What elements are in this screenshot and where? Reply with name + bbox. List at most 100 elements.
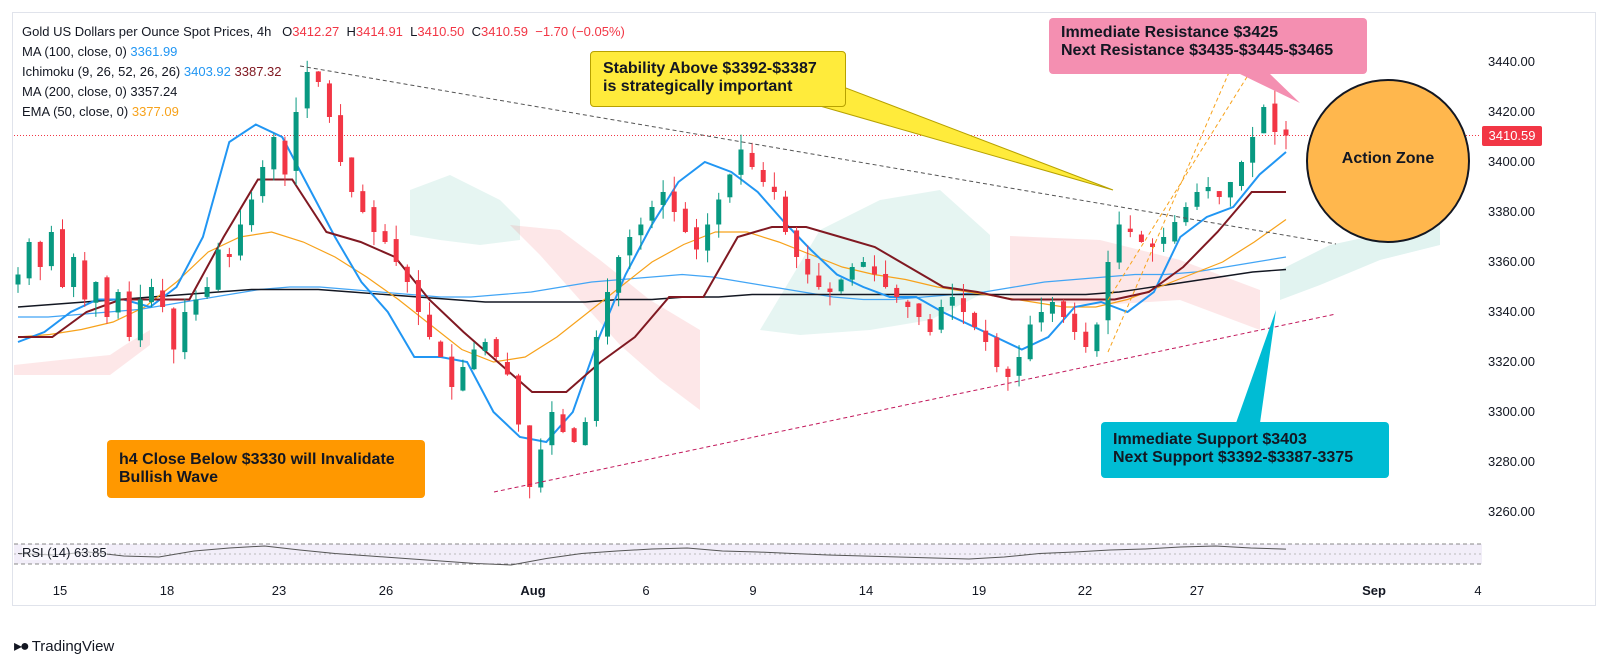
candle-body <box>449 356 455 387</box>
indicator-ema50[interactable]: EMA (50, close, 0) 3377.09 <box>22 102 625 122</box>
candle-body <box>983 330 989 342</box>
candle-body <box>1116 224 1122 263</box>
candle-body <box>115 292 121 313</box>
chart-frame[interactable] <box>12 12 1596 606</box>
candle-body <box>838 279 844 292</box>
candle-body <box>1150 243 1156 247</box>
cloud-band <box>1010 236 1260 330</box>
ma100-line <box>18 256 1287 318</box>
candle-body <box>438 341 444 357</box>
price-tick-label: 3420.00 <box>1488 104 1535 119</box>
candle-body <box>960 298 966 312</box>
candle-body <box>393 239 399 262</box>
low-label: L <box>410 24 418 39</box>
candle-body <box>1049 302 1055 314</box>
candle-body <box>1183 207 1189 223</box>
rsi-legend: RSI (14) 63.85 <box>22 545 107 560</box>
candle-body <box>1138 234 1144 242</box>
price-tick-label: 3280.00 <box>1488 454 1535 469</box>
price-tick-label: 3300.00 <box>1488 404 1535 419</box>
candle-body <box>482 342 488 351</box>
candle-body <box>182 312 188 353</box>
cloud-band <box>1280 175 1440 300</box>
invalidate-callout: h4 Close Below $3330 will Invalidate Bul… <box>107 440 425 498</box>
candle-body <box>349 157 355 192</box>
candle-body <box>1038 312 1044 323</box>
stability-line1: Stability Above $3392-$3387 <box>603 60 817 77</box>
high-label: H <box>346 24 356 39</box>
support-callout-tail <box>1236 310 1276 423</box>
candle-body <box>549 412 555 446</box>
indicator-ma200[interactable]: MA (200, close, 0) 3357.24 <box>22 82 625 102</box>
candle-body <box>560 414 566 432</box>
cloud-band <box>510 225 700 410</box>
candle-body <box>849 267 855 280</box>
tv-mark-icon: ▸● <box>14 638 30 655</box>
time-tick-label: 27 <box>1190 583 1204 598</box>
candle-body <box>516 375 522 425</box>
ichimoku-label: Ichimoku (9, 26, 52, 26, 26) <box>22 64 181 79</box>
price-tick-label: 3380.00 <box>1488 204 1535 219</box>
candle-body <box>1127 228 1133 232</box>
candle-body <box>816 275 822 287</box>
open-value: 3412.27 <box>292 24 340 39</box>
ascending-trendline <box>493 313 1337 493</box>
change-value: −1.70 (−0.05%) <box>535 24 625 39</box>
candle-body <box>1161 237 1167 244</box>
candle-body <box>1283 129 1289 136</box>
candle-body <box>1194 192 1200 207</box>
candle-body <box>293 112 299 171</box>
kijun-line <box>18 178 1286 393</box>
support-line1: Immediate Support $3403 <box>1113 431 1307 448</box>
candle-body <box>972 312 978 327</box>
time-tick-label: 4 <box>1474 583 1481 598</box>
time-tick-label: Sep <box>1362 583 1386 598</box>
candle-body <box>827 288 833 292</box>
candle-body <box>493 339 499 357</box>
candle-body <box>460 367 466 391</box>
candle-body <box>627 237 633 256</box>
time-tick-label: 19 <box>972 583 986 598</box>
candle-body <box>326 83 332 117</box>
candle-body <box>660 192 666 205</box>
ma200-line <box>17 268 1287 308</box>
candle-body <box>1172 222 1178 242</box>
candle-body <box>82 260 88 300</box>
candles <box>15 60 1289 499</box>
rsi-value: 63.85 <box>74 545 107 560</box>
open-label: O <box>282 24 293 39</box>
indicator-ma100[interactable]: MA (100, close, 0) 3361.99 <box>22 42 625 62</box>
indicator-ichimoku[interactable]: Ichimoku (9, 26, 52, 26, 26) 3403.92 338… <box>22 62 625 82</box>
stability-callout: Stability Above $3392-$3387 is strategic… <box>590 51 846 107</box>
candle-body <box>215 249 221 290</box>
candle-body <box>716 199 722 225</box>
ichimoku-value: 3403.92 <box>183 64 231 79</box>
candle-body <box>938 307 944 330</box>
ichimoku-value2: 3387.32 <box>234 64 282 79</box>
ema50-value: 3377.09 <box>131 104 179 119</box>
tradingview-logo[interactable]: ▸● TradingView <box>14 636 114 656</box>
action-zone-label: Action Zone <box>1341 150 1435 167</box>
cloud-band <box>410 175 520 245</box>
candle-body <box>360 191 366 212</box>
candle-body <box>260 167 266 197</box>
time-tick-label: 15 <box>53 583 67 598</box>
candle-body <box>59 229 65 287</box>
resistance-line2: Next Resistance $3435-$3445-$3465 <box>1061 42 1334 59</box>
symbol-title[interactable]: Gold US Dollars per Ounce Spot Prices <box>22 24 250 39</box>
candle-body <box>1261 107 1267 134</box>
time-tick-label: 6 <box>642 583 649 598</box>
channel-line-lower <box>1107 69 1231 353</box>
candle-body <box>427 314 433 337</box>
time-tick-label: 22 <box>1078 583 1092 598</box>
candle-body <box>504 361 510 375</box>
candle-body <box>705 224 711 251</box>
candle-body <box>1016 357 1022 376</box>
chart-legend: Gold US Dollars per Ounce Spot Prices, 4… <box>22 22 625 122</box>
candle-body <box>805 258 811 275</box>
candle-body <box>26 242 32 279</box>
candle-body <box>871 266 877 275</box>
interval-label[interactable]: 4h <box>256 24 272 39</box>
candle-body <box>171 308 177 350</box>
